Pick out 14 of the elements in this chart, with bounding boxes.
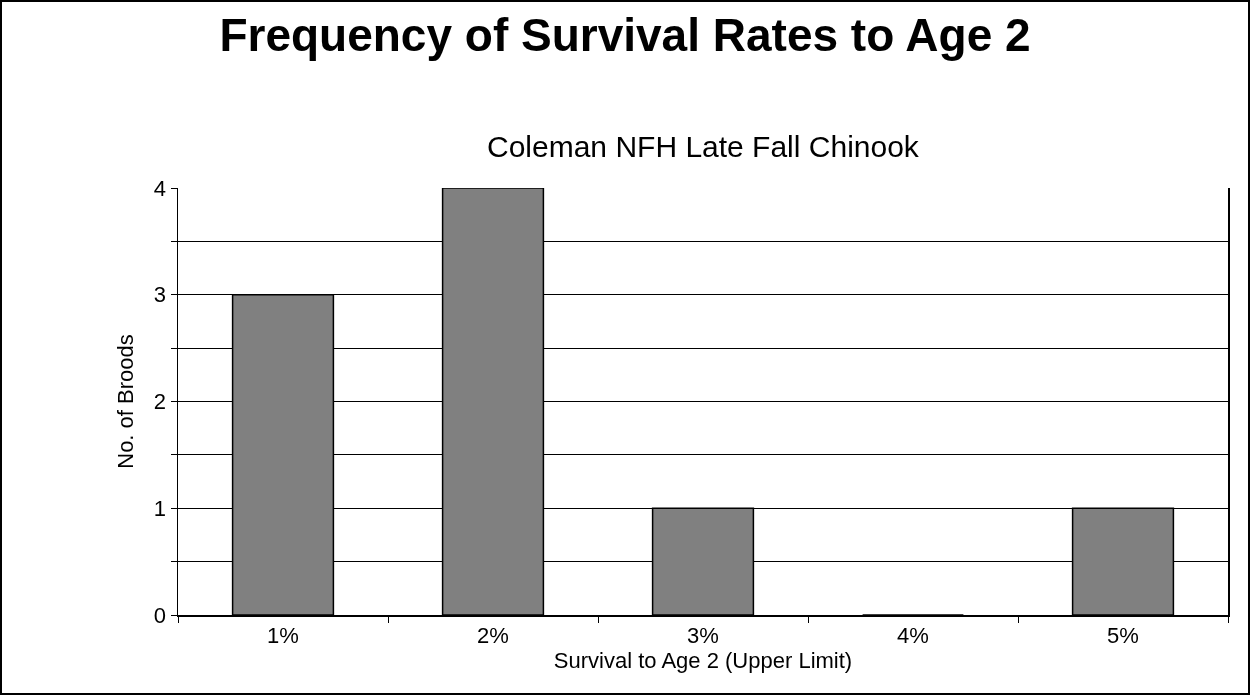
x-tick-label: 1% [267, 622, 299, 648]
y-tick-label: 1 [153, 495, 167, 521]
x-tick-label: 5% [1107, 622, 1139, 648]
chart-title: Frequency of Survival Rates to Age 2 [219, 9, 1031, 62]
x-axis-title: Survival to Age 2 (Upper Limit) [553, 647, 853, 673]
x-tick-label: 3% [687, 622, 719, 648]
x-tick-label: 2% [477, 622, 509, 648]
y-tick-label: 0 [153, 602, 167, 628]
y-tick-label: 2 [153, 389, 167, 415]
y-tick-label: 3 [153, 282, 167, 308]
y-axis-title: No. of Broods [112, 334, 138, 469]
chart-subtitle: Coleman NFH Late Fall Chinook [487, 130, 920, 163]
y-tick-label: 4 [153, 175, 167, 201]
x-tick-label: 4% [897, 622, 929, 648]
